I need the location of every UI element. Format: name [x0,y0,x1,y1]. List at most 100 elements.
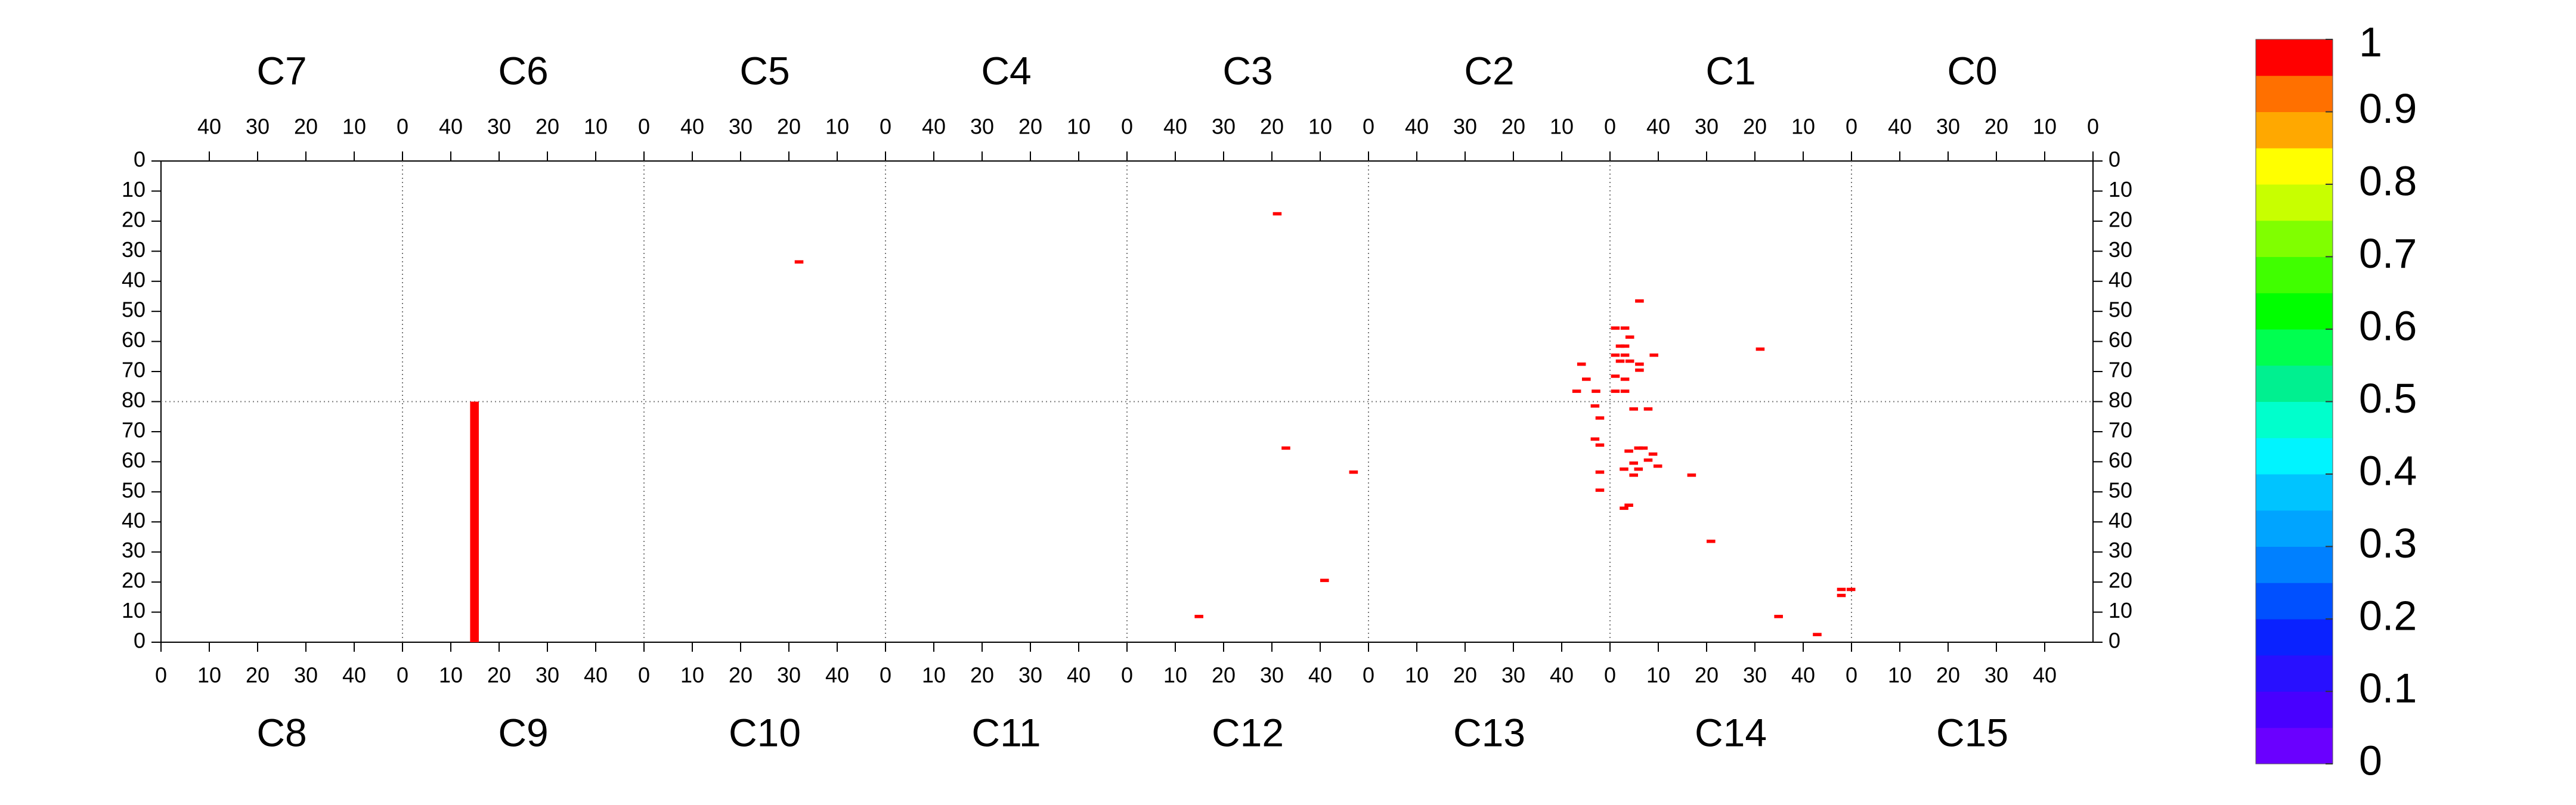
x-tick-label: 30 [1695,114,1719,139]
channel-label: C7 [256,48,306,92]
x-tick-label: 40 [1308,663,1332,688]
x-tick-label: 40 [1888,114,1912,139]
strip [470,401,479,642]
hit-cell [1643,407,1653,411]
hit-cell [1629,473,1638,477]
hit-cell [1624,449,1633,453]
y-tick-label: 60 [2109,448,2132,472]
hit-cell [1837,593,1846,597]
channel-label: C2 [1464,48,1514,92]
x-tick-label: 10 [1791,114,1815,139]
hit-cell [1755,347,1765,351]
channel-label: C5 [739,48,789,92]
hit-cell [1582,377,1591,381]
hit-cell [1620,506,1628,510]
hit-cell [1639,446,1648,450]
colorbar-tick-label: 0.1 [2359,665,2417,711]
colorbar-band [2256,583,2333,620]
channel-label: C14 [1695,710,1767,754]
y-tick-label: 20 [122,207,145,231]
hit-cell [1595,470,1605,474]
y-tick-label: 10 [122,598,145,623]
x-tick-label: 10 [439,663,463,688]
channel-label: C6 [498,48,548,92]
x-tick-label: 30 [487,114,511,139]
x-tick-label: 20 [1936,663,1960,688]
y-tick-label: 70 [2109,417,2132,442]
hit-cell [1634,467,1643,471]
hit-cell [1813,633,1822,636]
hit-cell [1590,404,1600,408]
hit-cell [1629,461,1638,465]
colorbar-tick-label: 1 [2359,18,2382,65]
y-tick-label: 20 [2109,207,2132,231]
x-tick-label: 10 [1163,663,1187,688]
hit-cell [1687,473,1696,477]
colorbar-band [2256,510,2333,547]
colorbar-tick-label: 0.6 [2359,302,2417,349]
x-tick-label: 0 [638,663,650,688]
colorbar-band [2256,220,2333,257]
hit-cell [1620,344,1630,348]
hit-cell [1615,359,1625,363]
x-tick-label: 10 [1646,663,1670,688]
hit-cell [1620,353,1630,357]
y-tick-label: 10 [2109,177,2132,202]
x-tick-label: 30 [1018,663,1042,688]
x-tick-label: 40 [1791,663,1815,688]
x-tick-label: 20 [777,114,801,139]
x-tick-label: 40 [680,114,704,139]
hit-cell [1194,615,1203,618]
hit-cell [1595,443,1605,447]
x-tick-label: 10 [197,663,221,688]
x-tick-label: 30 [1453,114,1477,139]
hit-cell [1320,578,1329,583]
x-tick-label: 10 [1888,663,1912,688]
colorbar-band [2256,329,2333,366]
x-tick-label: 0 [155,663,167,688]
hit-cell [1635,369,1644,372]
x-tick-label: 40 [825,663,849,688]
hit-cell [1595,488,1605,492]
colorbar-band [2256,691,2333,728]
x-tick-label: 20 [1695,663,1719,688]
y-tick-label: 70 [122,358,145,382]
hit-cell [1625,335,1634,339]
x-tick-label: 20 [729,663,753,688]
y-tick-label: 30 [2109,538,2132,562]
x-tick-label: 10 [584,114,608,139]
y-tick-label: 30 [2109,237,2132,262]
y-tick-label: 0 [2109,147,2120,172]
y-tick-label: 70 [122,417,145,442]
y-tick-label: 50 [122,298,145,322]
x-tick-label: 30 [294,663,318,688]
x-tick-label: 30 [535,663,559,688]
x-tick-label: 0 [1846,663,1857,688]
colorbar-tick-label: 0.2 [2359,592,2417,639]
hit-cell [1572,389,1581,393]
channel-label: C13 [1453,710,1525,754]
x-tick-label: 40 [1646,114,1670,139]
channel-label: C15 [1936,710,2008,754]
colorbar-band [2256,148,2333,185]
hit-cell [1611,353,1620,357]
x-tick-label: 40 [1405,114,1429,139]
x-tick-label: 30 [777,663,801,688]
y-tick-label: 30 [122,237,145,262]
x-tick-label: 40 [1550,663,1574,688]
x-tick-label: 0 [1121,663,1133,688]
hit-cell [1629,407,1638,411]
x-tick-label: 10 [1405,663,1429,688]
hit-cell [1349,470,1358,474]
hit-cell [1625,359,1634,363]
x-tick-label: 20 [246,663,270,688]
colorbar-tick-label: 0.9 [2359,85,2417,132]
y-tick-label: 40 [122,267,145,292]
x-tick-label: 30 [1743,663,1767,688]
channel-label: C10 [729,710,801,754]
colorbar-tick-label: 0.4 [2359,447,2417,494]
x-tick-label: 20 [1453,663,1477,688]
x-tick-label: 40 [342,663,366,688]
hit-cell [1577,362,1586,366]
